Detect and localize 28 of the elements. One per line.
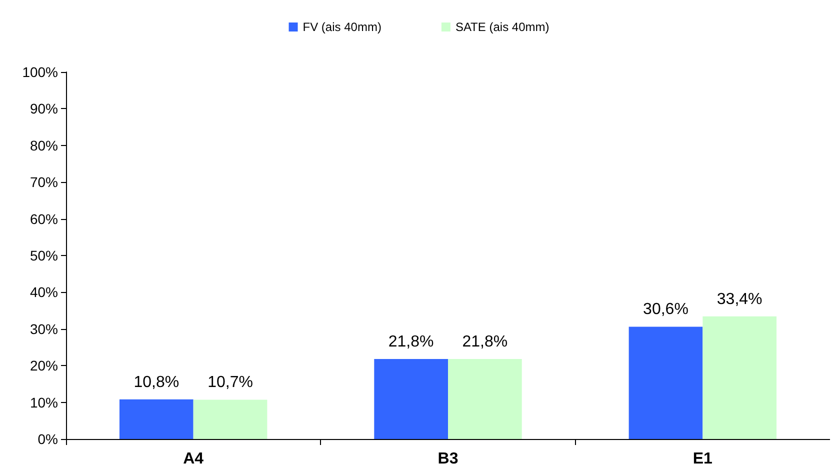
y-tick-label: 80% <box>30 137 58 154</box>
bar <box>119 399 194 439</box>
y-tick-label: 70% <box>30 174 58 190</box>
y-tick-label: 30% <box>30 320 58 337</box>
data-label: 10,7% <box>208 374 253 392</box>
bar <box>374 358 448 439</box>
x-tick-label: E1 <box>692 450 713 468</box>
x-tick-label: B3 <box>438 450 458 468</box>
bar <box>628 326 703 439</box>
data-label: 10,8% <box>134 374 180 391</box>
y-tick-label: 50% <box>30 248 58 264</box>
data-label: 21,8% <box>462 333 508 350</box>
y-tick-label: 100% <box>22 64 58 80</box>
legend-label: FV (ais 40mm) <box>302 20 382 34</box>
y-tick-label: 20% <box>30 358 58 374</box>
y-tick-label: 40% <box>30 284 58 300</box>
bar <box>193 400 268 439</box>
y-tick-label: 10% <box>30 394 58 410</box>
y-tick-label: 90% <box>30 100 58 117</box>
data-label: 33,4% <box>716 290 762 308</box>
bar <box>448 358 522 439</box>
x-tick-label: A4 <box>183 450 204 468</box>
legend-label: SATE (ais 40mm) <box>455 20 550 34</box>
data-label: 30,6% <box>643 301 688 318</box>
data-label: 21,8% <box>388 333 434 350</box>
y-tick-label: 0% <box>38 431 58 447</box>
bar <box>702 316 777 439</box>
y-tick-label: 60% <box>30 210 58 227</box>
